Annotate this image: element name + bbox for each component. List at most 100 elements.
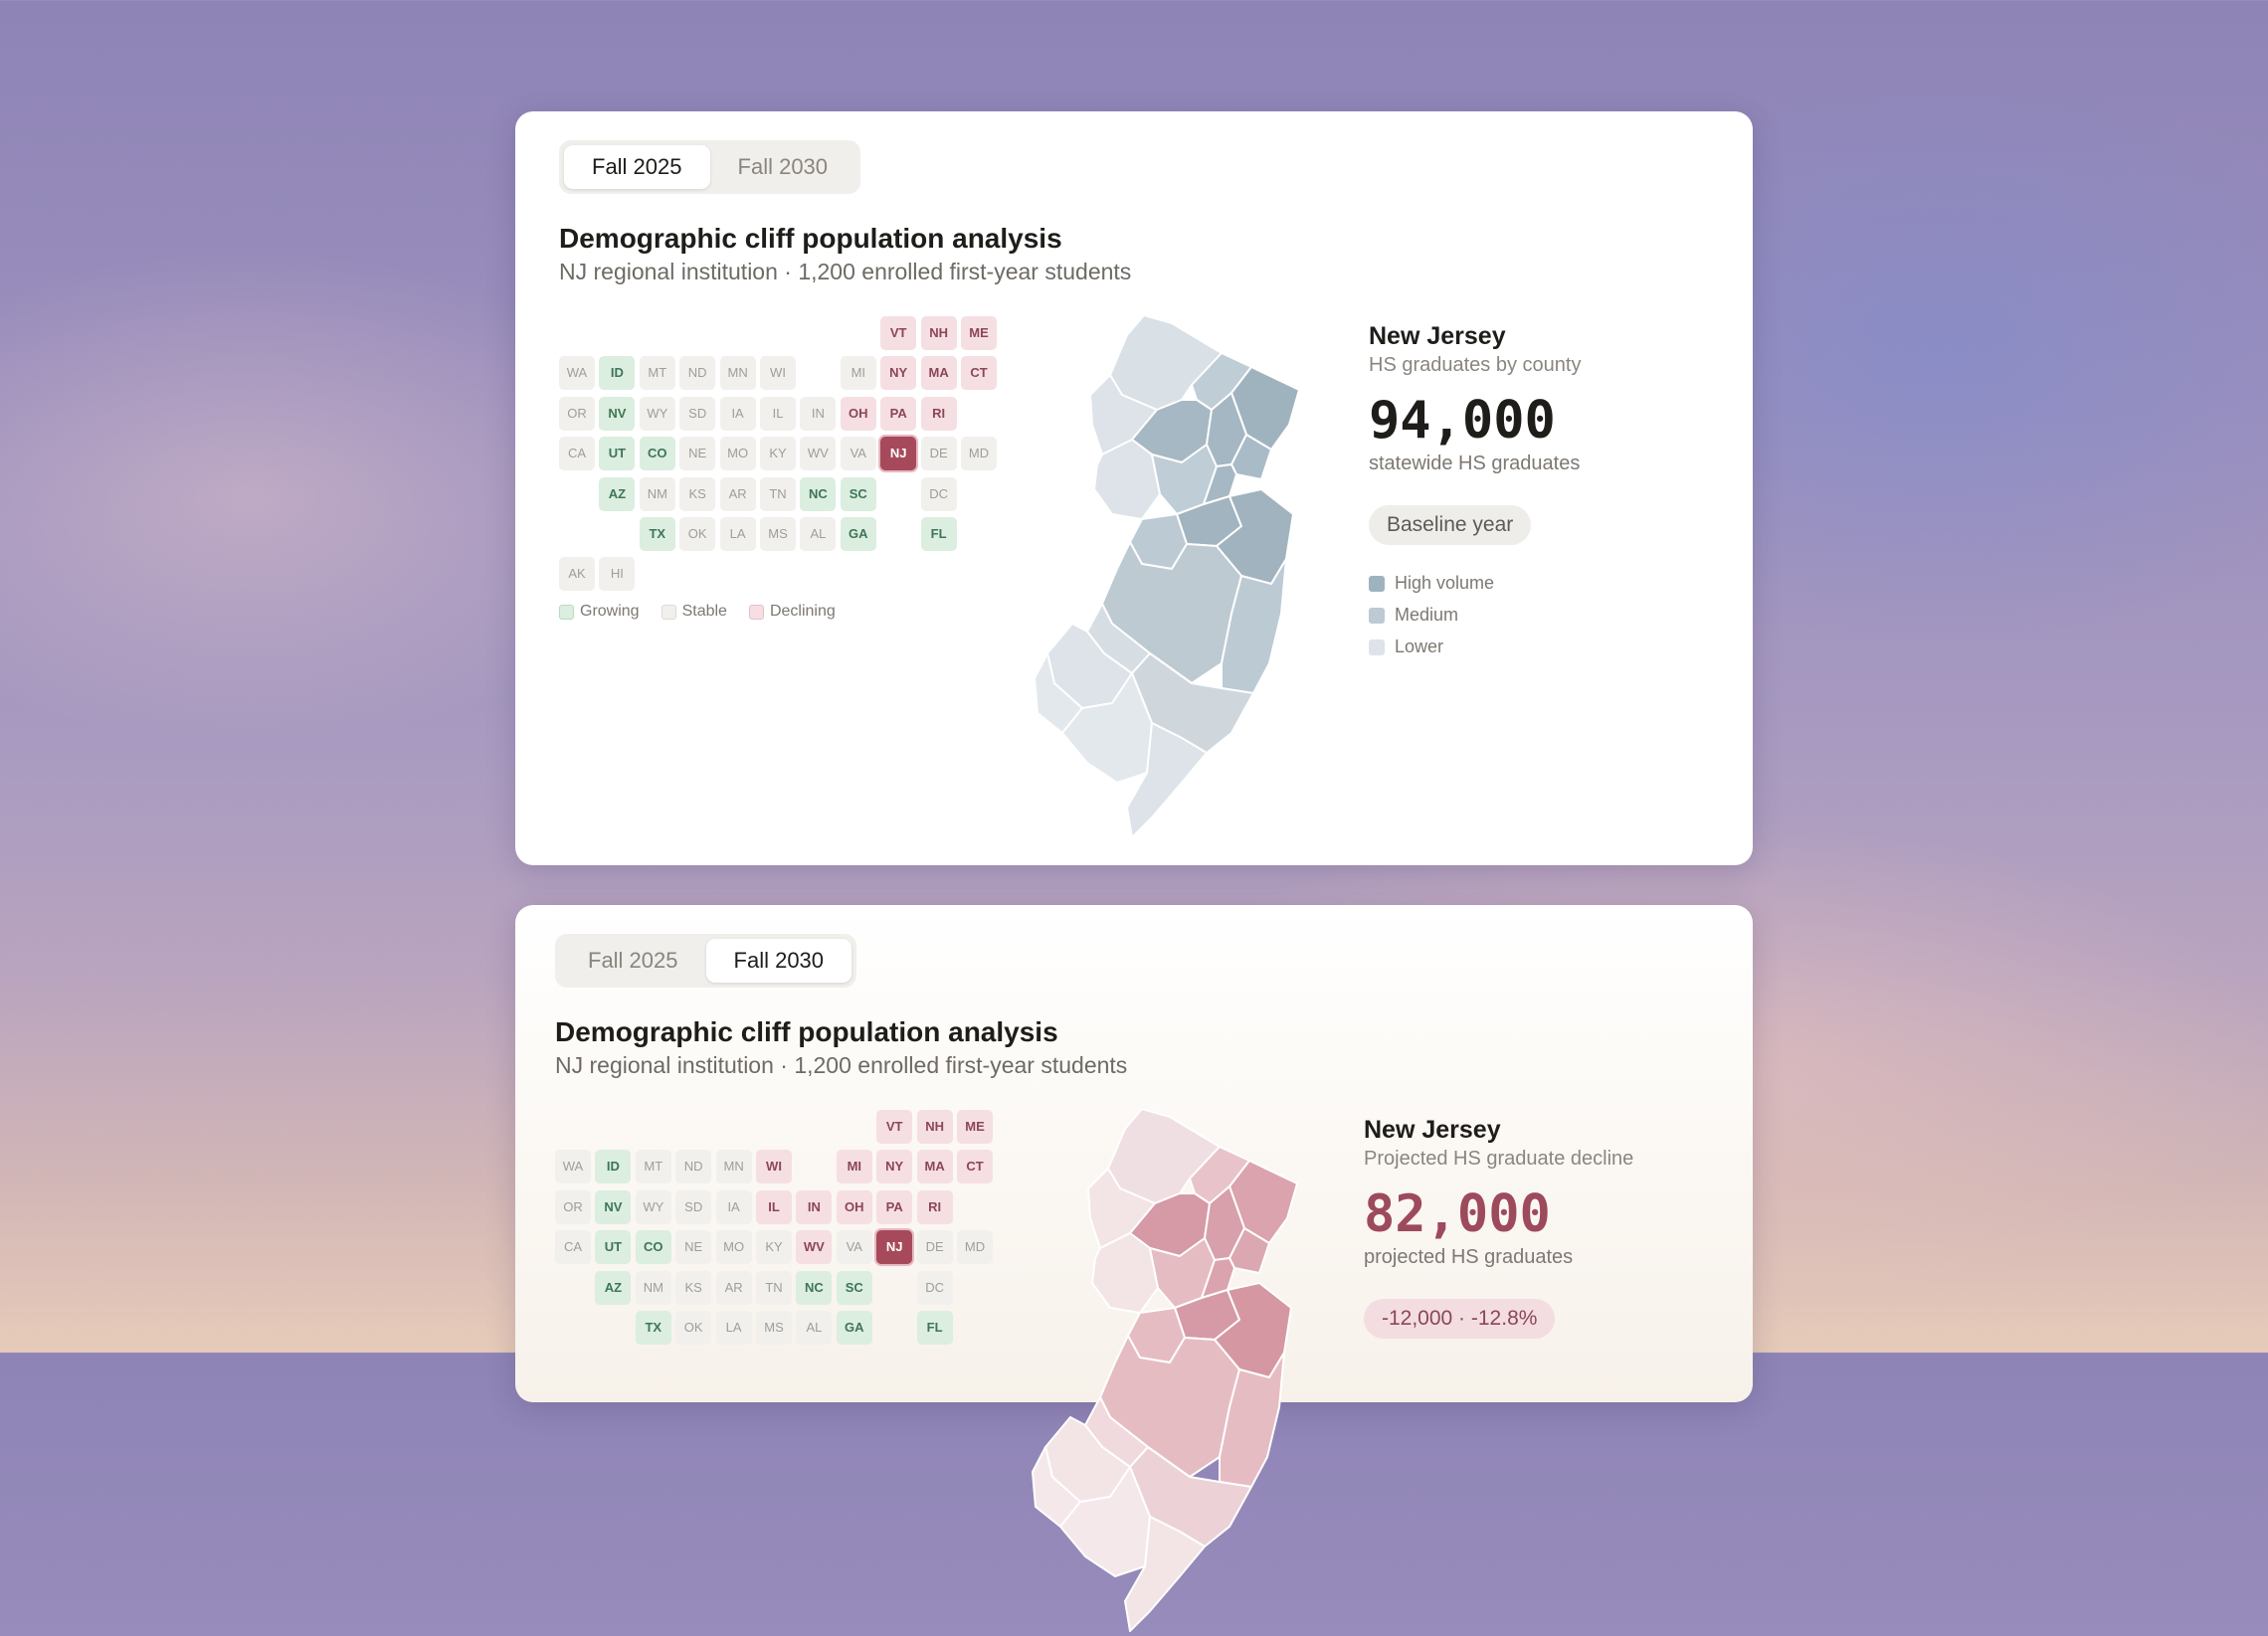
tab-fall-2025[interactable]: Fall 2025 <box>564 145 710 189</box>
state-tile-oh[interactable]: OH <box>836 1189 872 1224</box>
state-tile-ct[interactable]: CT <box>961 356 997 391</box>
state-tile-ut[interactable]: UT <box>595 1230 632 1265</box>
state-tile-ar[interactable]: AR <box>719 476 756 511</box>
state-tile-ks[interactable]: KS <box>675 1270 712 1305</box>
state-tile-ri[interactable]: RI <box>920 396 957 431</box>
state-tile-tx[interactable]: TX <box>635 1311 671 1345</box>
state-tile-ma[interactable]: MA <box>916 1150 953 1184</box>
state-tile-wa[interactable]: WA <box>559 356 595 391</box>
county-hudson[interactable] <box>1230 434 1272 480</box>
state-tile-nj[interactable]: NJ <box>880 437 917 471</box>
state-tile-sd[interactable]: SD <box>679 396 716 431</box>
state-tile-oh[interactable]: OH <box>840 396 876 431</box>
state-tile-ga[interactable]: GA <box>836 1311 872 1345</box>
state-tile-nc[interactable]: NC <box>796 1270 833 1305</box>
state-tile-tn[interactable]: TN <box>756 1270 792 1305</box>
tab-fall-2030[interactable]: Fall 2030 <box>737 154 829 179</box>
state-tile-nd[interactable]: ND <box>675 1150 712 1184</box>
state-tile-wy[interactable]: WY <box>635 1189 671 1224</box>
state-tile-il[interactable]: IL <box>760 396 796 431</box>
state-tile-mi[interactable]: MI <box>836 1150 872 1184</box>
state-tile-nh[interactable]: NH <box>916 1110 953 1144</box>
state-tile-mi[interactable]: MI <box>840 356 876 391</box>
state-tile-hi[interactable]: HI <box>599 557 636 592</box>
state-tile-la[interactable]: LA <box>719 517 756 551</box>
state-tile-pa[interactable]: PA <box>880 396 917 431</box>
state-tile-nm[interactable]: NM <box>639 476 675 511</box>
state-tile-mt[interactable]: MT <box>635 1150 671 1184</box>
state-tile-in[interactable]: IN <box>796 1189 833 1224</box>
state-tile-ny[interactable]: NY <box>880 356 917 391</box>
state-tile-wv[interactable]: WV <box>800 437 837 471</box>
state-tile-nv[interactable]: NV <box>595 1189 632 1224</box>
state-tile-ms[interactable]: MS <box>756 1311 792 1345</box>
state-tile-ky[interactable]: KY <box>760 437 796 471</box>
county-cape-may[interactable] <box>1126 722 1208 838</box>
state-tile-id[interactable]: ID <box>599 356 636 391</box>
state-tile-me[interactable]: ME <box>961 316 997 350</box>
state-tile-ks[interactable]: KS <box>679 476 716 511</box>
state-tile-nc[interactable]: NC <box>800 476 837 511</box>
state-tile-sc[interactable]: SC <box>836 1270 872 1305</box>
state-tile-nm[interactable]: NM <box>635 1270 671 1305</box>
state-tile-or[interactable]: OR <box>555 1189 591 1224</box>
state-tile-ne[interactable]: NE <box>675 1230 712 1265</box>
state-tile-mn[interactable]: MN <box>715 1150 752 1184</box>
state-tile-or[interactable]: OR <box>559 396 595 431</box>
state-tile-mo[interactable]: MO <box>719 437 756 471</box>
state-tile-ga[interactable]: GA <box>840 517 876 551</box>
state-tile-fl[interactable]: FL <box>920 517 957 551</box>
state-tile-ma[interactable]: MA <box>920 356 957 391</box>
county-union[interactable] <box>1201 1257 1235 1299</box>
tab-fall-2025[interactable]: Fall 2025 <box>588 948 678 973</box>
state-tile-wy[interactable]: WY <box>639 396 675 431</box>
state-tile-ok[interactable]: OK <box>675 1311 712 1345</box>
state-tile-ca[interactable]: CA <box>555 1230 591 1265</box>
state-tile-tx[interactable]: TX <box>639 517 675 551</box>
state-tile-ok[interactable]: OK <box>679 517 716 551</box>
state-tile-ne[interactable]: NE <box>679 437 716 471</box>
state-tile-me[interactable]: ME <box>957 1110 993 1144</box>
state-tile-wv[interactable]: WV <box>796 1230 833 1265</box>
state-tile-md[interactable]: MD <box>957 1230 993 1265</box>
county-ocean[interactable] <box>1221 558 1287 694</box>
state-tile-ak[interactable]: AK <box>559 557 595 592</box>
state-tile-nj[interactable]: NJ <box>876 1230 913 1265</box>
state-tile-mo[interactable]: MO <box>715 1230 752 1265</box>
state-tile-wa[interactable]: WA <box>555 1150 591 1184</box>
state-tile-co[interactable]: CO <box>639 437 675 471</box>
state-tile-va[interactable]: VA <box>836 1230 872 1265</box>
state-tile-va[interactable]: VA <box>840 437 876 471</box>
state-tile-ri[interactable]: RI <box>916 1189 953 1224</box>
state-tile-vt[interactable]: VT <box>876 1110 913 1144</box>
county-hudson[interactable] <box>1228 1227 1270 1274</box>
state-tile-ar[interactable]: AR <box>715 1270 752 1305</box>
state-tile-ct[interactable]: CT <box>957 1150 993 1184</box>
state-tile-ia[interactable]: IA <box>715 1189 752 1224</box>
county-union[interactable] <box>1203 463 1237 505</box>
state-tile-in[interactable]: IN <box>800 396 837 431</box>
state-tile-ia[interactable]: IA <box>719 396 756 431</box>
state-tile-il[interactable]: IL <box>756 1189 792 1224</box>
state-tile-id[interactable]: ID <box>595 1150 632 1184</box>
state-tile-pa[interactable]: PA <box>876 1189 913 1224</box>
state-tile-nh[interactable]: NH <box>920 316 957 350</box>
state-tile-dc[interactable]: DC <box>916 1270 953 1305</box>
state-tile-md[interactable]: MD <box>961 437 997 471</box>
state-tile-nv[interactable]: NV <box>599 396 636 431</box>
state-tile-wi[interactable]: WI <box>756 1150 792 1184</box>
state-tile-de[interactable]: DE <box>916 1230 953 1265</box>
state-tile-ky[interactable]: KY <box>756 1230 792 1265</box>
state-tile-vt[interactable]: VT <box>880 316 917 350</box>
state-tile-fl[interactable]: FL <box>916 1311 953 1345</box>
state-tile-tn[interactable]: TN <box>760 476 796 511</box>
state-tile-ny[interactable]: NY <box>876 1150 913 1184</box>
state-tile-nd[interactable]: ND <box>679 356 716 391</box>
state-tile-mn[interactable]: MN <box>719 356 756 391</box>
state-tile-az[interactable]: AZ <box>599 476 636 511</box>
state-tile-ca[interactable]: CA <box>559 437 595 471</box>
state-tile-ms[interactable]: MS <box>760 517 796 551</box>
state-tile-co[interactable]: CO <box>635 1230 671 1265</box>
state-tile-mt[interactable]: MT <box>639 356 675 391</box>
state-tile-al[interactable]: AL <box>796 1311 833 1345</box>
